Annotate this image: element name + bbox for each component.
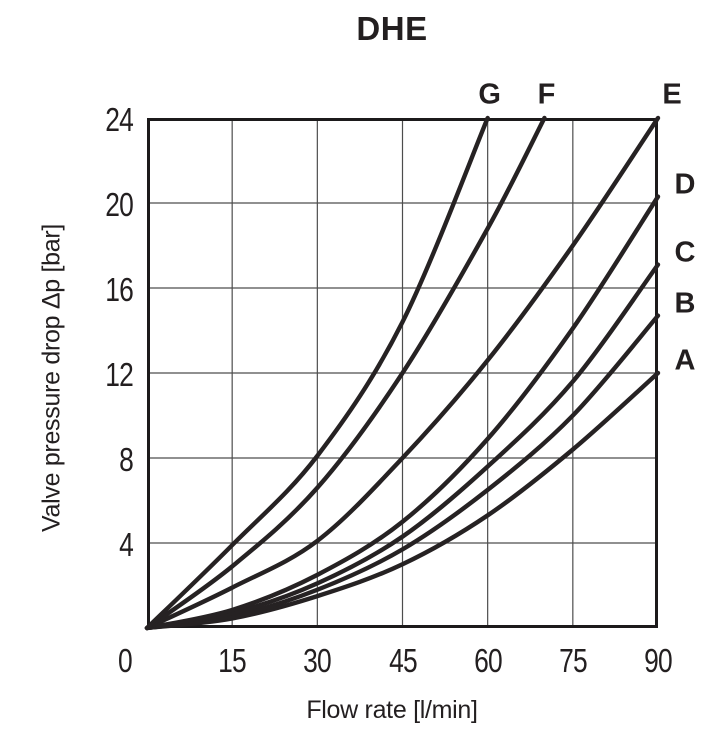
y-tick-4: 4 — [119, 526, 134, 563]
x-tick-30: 30 — [303, 642, 332, 679]
curve-label-E: E — [662, 78, 682, 111]
x-tick-75: 75 — [558, 642, 588, 679]
plot-area — [144, 115, 661, 631]
x-tick-0: 0 — [118, 642, 133, 679]
curve-label-D: D — [674, 168, 696, 201]
curve-C — [144, 262, 661, 631]
curve-F — [144, 115, 547, 631]
curve-label-G: G — [478, 78, 501, 111]
curve-D — [144, 194, 661, 631]
curve-B — [144, 313, 661, 631]
y-tick-16: 16 — [105, 271, 134, 308]
x-tick-15: 15 — [218, 642, 247, 679]
x-tick-90: 90 — [644, 642, 673, 679]
curve-label-F: F — [537, 78, 556, 111]
y-tick-20: 20 — [105, 186, 134, 223]
x-axis-title: Flow rate [l/min] — [306, 696, 478, 724]
chart-title: DHE — [356, 10, 428, 47]
curve-label-B: B — [674, 287, 696, 320]
y-tick-8: 8 — [119, 441, 134, 478]
x-tick-45: 45 — [388, 642, 418, 679]
y-tick-24: 24 — [105, 101, 134, 138]
x-tick-60: 60 — [473, 642, 503, 679]
y-tick-12: 12 — [105, 356, 134, 393]
curve-G — [144, 115, 490, 631]
curve-E — [144, 115, 661, 631]
curve-label-A: A — [674, 344, 696, 377]
curve-label-C: C — [674, 236, 696, 269]
